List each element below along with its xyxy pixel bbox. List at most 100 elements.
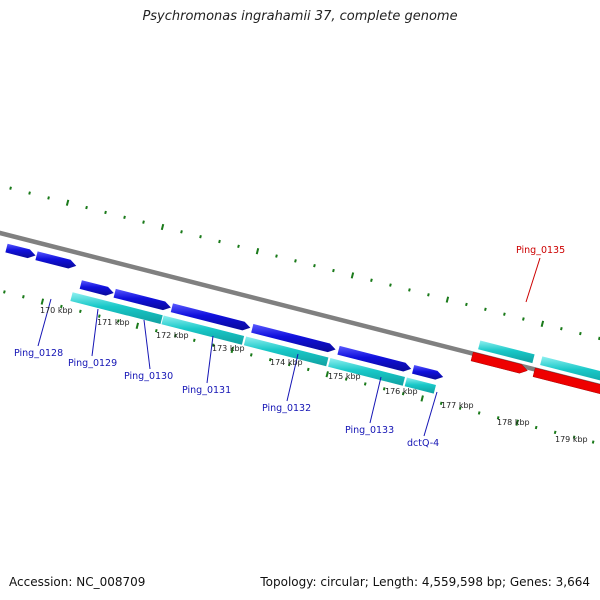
reverse-cds-bar[interactable]: [161, 315, 245, 345]
tick-mark: [534, 425, 538, 430]
gene-label[interactable]: Ping_0131: [182, 385, 231, 396]
tick-mark: [401, 391, 405, 396]
tick-mark: [3, 290, 6, 294]
map-title: Psychromonas ingrahamii 37, complete gen…: [142, 9, 458, 24]
tick-mark: [382, 387, 386, 391]
tick-mark: [370, 278, 373, 282]
tick-mark: [515, 419, 519, 426]
genome-summary-text: Topology: circular; Length: 4,559,598 bp…: [260, 575, 590, 589]
tick-mark: [313, 264, 316, 268]
tick-label: 178 kbp: [497, 418, 530, 427]
tick-mark: [477, 411, 481, 415]
gene-label[interactable]: Ping_0135: [516, 245, 565, 256]
tick-mark: [28, 191, 31, 195]
tick-mark: [47, 196, 50, 200]
label-leader-line: [423, 391, 438, 437]
tick-mark: [350, 272, 355, 279]
gene-label[interactable]: Ping_0128: [14, 348, 63, 359]
reverse-cds-bar[interactable]: [70, 292, 163, 324]
tick-mark: [9, 186, 12, 190]
tick-mark: [199, 234, 202, 239]
tick-mark: [439, 401, 443, 405]
tick-mark: [275, 254, 278, 258]
accession-text: Accession: NC_008709: [9, 575, 146, 589]
tick-mark: [79, 309, 82, 313]
tick-mark: [427, 293, 430, 297]
tick-mark: [560, 326, 563, 331]
forward-feature-arrow[interactable]: [532, 367, 600, 397]
inner-tick-ring: [3, 290, 595, 444]
tick-label: 177 kbp: [441, 401, 474, 410]
tick-mark: [230, 346, 234, 354]
tick-mark: [116, 319, 120, 323]
tick-mark: [591, 440, 595, 444]
forward-feature-arrow[interactable]: [470, 351, 528, 374]
forward-cds-arrow[interactable]: [251, 323, 336, 353]
tick-mark: [332, 268, 335, 273]
forward-cds-arrow[interactable]: [113, 288, 171, 311]
tick-mark: [192, 338, 196, 343]
tick-mark: [306, 367, 310, 372]
tick-mark: [135, 322, 140, 329]
tick-mark: [344, 377, 348, 381]
reverse-cds-bar[interactable]: [243, 336, 329, 367]
tick-mark: [540, 320, 545, 327]
gene-label[interactable]: Ping_0129: [68, 358, 117, 369]
tick-mark: [458, 406, 462, 410]
forward-cds-arrow[interactable]: [170, 303, 251, 331]
tick-mark: [249, 353, 253, 357]
tick-label: 171 kbp: [97, 318, 130, 327]
label-leader-line: [206, 335, 214, 384]
gene-label[interactable]: Ping_0132: [262, 403, 311, 414]
tick-mark: [389, 283, 392, 287]
tick-mark: [408, 288, 411, 292]
gene-label[interactable]: Ping_0130: [124, 371, 173, 382]
reverse-cds-bar[interactable]: [540, 356, 600, 385]
label-leaders: [37, 257, 541, 437]
tick-mark: [579, 331, 582, 336]
tick-mark: [85, 205, 88, 210]
tick-mark: [180, 230, 183, 234]
tick-mark: [420, 395, 424, 402]
reverse-cds-bar[interactable]: [478, 340, 535, 364]
forward-cds-arrow[interactable]: [79, 280, 114, 296]
label-leader-line: [286, 353, 299, 402]
tick-mark: [484, 307, 487, 312]
tick-mark: [363, 382, 367, 386]
tick-mark: [572, 435, 576, 439]
forward-cds-arrow[interactable]: [412, 364, 444, 380]
tick-mark: [22, 295, 25, 299]
tick-mark: [160, 223, 165, 231]
tick-mark: [123, 215, 126, 219]
tick-mark: [496, 416, 500, 420]
label-leader-line: [91, 308, 99, 357]
gene-label-layer: Ping_0128 Ping_0129 Ping_0130 Ping_0131 Ping…: [14, 245, 565, 449]
reverse-cds-bar[interactable]: [328, 358, 405, 386]
tick-label: 176 kbp: [385, 387, 418, 396]
forward-cds-arrow[interactable]: [337, 345, 412, 372]
tick-mark: [218, 239, 221, 244]
tick-mark: [40, 298, 45, 305]
gene-label[interactable]: dctQ-4: [407, 438, 439, 449]
forward-cds-arrow[interactable]: [5, 243, 36, 259]
tick-label: 172 kbp: [156, 331, 189, 340]
tick-label: 179 kbp: [555, 435, 588, 444]
tick-mark: [65, 199, 70, 206]
label-leader-line: [37, 298, 52, 347]
tick-mark: [237, 244, 240, 249]
tick-mark: [445, 296, 450, 303]
tick-mark: [553, 430, 557, 435]
tick-mark: [522, 317, 525, 321]
tick-mark: [287, 362, 291, 367]
tick-mark: [211, 343, 215, 347]
forward-cds-arrow[interactable]: [35, 251, 77, 269]
tick-mark: [325, 371, 329, 378]
tick-mark: [255, 248, 260, 255]
gene-label[interactable]: Ping_0133: [345, 425, 394, 436]
reverse-cds-bar[interactable]: [404, 377, 436, 394]
outer-tick-ring: [9, 186, 600, 341]
tick-mark: [154, 328, 158, 333]
tick-mark: [142, 220, 145, 224]
tick-mark: [294, 259, 297, 263]
